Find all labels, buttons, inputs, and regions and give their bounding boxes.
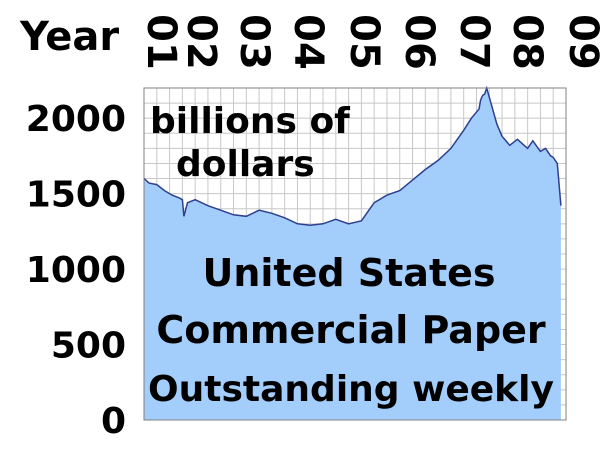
y-tick-label: 500 — [51, 326, 126, 367]
x-tick-label: 04 — [285, 14, 331, 70]
area-fill — [144, 88, 561, 420]
x-tick-label: 02 — [178, 14, 224, 70]
y-tick-labels: 0 500 1000 1500 2000 — [26, 99, 126, 442]
x-tick-label: 05 — [341, 14, 387, 70]
chart-title-line-3: Outstanding weekly — [148, 369, 554, 410]
chart-title-line-2: Commercial Paper — [156, 308, 546, 352]
x-tick-label: 03 — [231, 14, 277, 70]
y-tick-label: 2000 — [26, 99, 126, 140]
plot-border — [143, 87, 567, 421]
x-tick-label: 09 — [560, 14, 600, 70]
x-tick-label: 08 — [504, 14, 550, 70]
x-axis-title: Year — [19, 14, 119, 60]
y-axis-label-line-1: billions of — [150, 101, 350, 142]
y-tick-label: 1000 — [26, 250, 126, 291]
y-tick-label: 1500 — [26, 175, 126, 216]
series-line — [143, 85, 562, 227]
y-tick-label: 0 — [101, 401, 126, 442]
x-tick-label: 07 — [451, 14, 497, 70]
chart-title-line-1: United States — [202, 251, 495, 295]
y-axis-label-line-2: dollars — [176, 144, 315, 185]
x-tick-label: 06 — [396, 14, 442, 70]
x-tick-label: 01 — [138, 14, 184, 70]
